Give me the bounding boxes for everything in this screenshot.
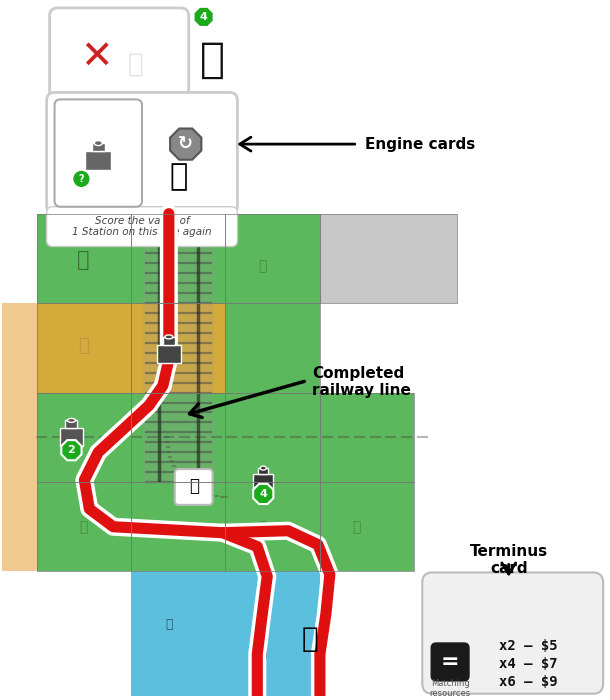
Bar xyxy=(37,214,131,303)
Bar xyxy=(37,393,131,482)
Text: Matching
resources: Matching resources xyxy=(429,679,471,699)
Bar xyxy=(131,303,226,393)
Bar xyxy=(131,393,226,482)
Bar xyxy=(163,337,175,345)
Bar xyxy=(320,214,457,303)
Text: 🌲: 🌲 xyxy=(353,519,361,533)
Bar xyxy=(65,421,77,428)
Bar xyxy=(226,482,320,571)
Bar xyxy=(131,303,226,393)
Bar xyxy=(226,482,320,571)
Ellipse shape xyxy=(95,141,102,146)
Text: Completed
railway line: Completed railway line xyxy=(312,365,411,398)
Bar xyxy=(131,482,226,571)
Polygon shape xyxy=(253,484,273,504)
Text: 💧: 💧 xyxy=(165,617,173,631)
Text: 💧: 💧 xyxy=(259,648,267,660)
Text: x6 — $9: x6 — $9 xyxy=(500,675,558,689)
Bar xyxy=(226,571,320,696)
FancyBboxPatch shape xyxy=(46,206,237,246)
FancyBboxPatch shape xyxy=(431,643,469,681)
FancyBboxPatch shape xyxy=(49,8,188,112)
Text: Terminus
card: Terminus card xyxy=(470,544,548,576)
Text: =: = xyxy=(441,652,459,672)
Bar xyxy=(258,468,268,474)
Bar xyxy=(320,393,414,482)
Bar xyxy=(131,214,226,303)
Bar xyxy=(2,393,37,482)
Bar xyxy=(143,393,214,482)
FancyBboxPatch shape xyxy=(54,99,142,206)
Bar xyxy=(85,151,111,170)
Text: 🐾: 🐾 xyxy=(78,337,88,355)
FancyBboxPatch shape xyxy=(46,92,237,214)
Bar xyxy=(37,303,131,393)
Text: 🌲: 🌲 xyxy=(258,259,267,273)
Text: x2 — $5: x2 — $5 xyxy=(500,639,558,653)
Text: 🌲: 🌲 xyxy=(79,519,88,533)
Text: 🚂: 🚂 xyxy=(200,38,225,80)
Bar xyxy=(37,393,131,482)
Bar xyxy=(131,571,226,696)
Text: 🌲: 🌲 xyxy=(258,519,267,533)
Bar xyxy=(226,214,320,303)
Bar xyxy=(60,428,84,446)
Text: 🚂: 🚂 xyxy=(170,162,188,191)
Text: ?: ? xyxy=(79,174,84,184)
Bar xyxy=(37,303,131,393)
Text: ↻: ↻ xyxy=(178,135,193,153)
Polygon shape xyxy=(62,440,82,461)
Bar xyxy=(320,214,457,303)
Bar xyxy=(226,303,320,393)
Polygon shape xyxy=(193,7,214,27)
Bar xyxy=(226,393,320,482)
Text: Score the value of
1 Station on this line again: Score the value of 1 Station on this lin… xyxy=(72,216,212,237)
Ellipse shape xyxy=(165,335,173,339)
Text: 4: 4 xyxy=(199,12,207,22)
Bar xyxy=(143,214,214,303)
Bar xyxy=(131,214,226,303)
Text: 💧: 💧 xyxy=(259,598,267,611)
Circle shape xyxy=(73,170,90,188)
Bar xyxy=(253,474,273,489)
Bar xyxy=(37,482,226,571)
Bar xyxy=(320,482,414,571)
FancyArrowPatch shape xyxy=(190,382,304,417)
Text: 🌲: 🌲 xyxy=(77,251,90,270)
Text: x4 — $7: x4 — $7 xyxy=(500,657,558,671)
Bar xyxy=(320,393,414,482)
Bar xyxy=(143,303,214,393)
Bar xyxy=(226,214,320,303)
Text: ✕: ✕ xyxy=(80,38,113,76)
Bar xyxy=(131,393,226,482)
Text: 🌳: 🌳 xyxy=(188,477,199,495)
Bar xyxy=(37,214,131,303)
Text: 🚂: 🚂 xyxy=(128,52,144,78)
Bar xyxy=(2,303,37,393)
FancyArrowPatch shape xyxy=(240,137,355,151)
FancyArrowPatch shape xyxy=(502,563,515,574)
Bar xyxy=(2,482,37,571)
Bar xyxy=(157,345,181,363)
Text: Engine cards: Engine cards xyxy=(365,136,475,152)
Text: 🚃: 🚃 xyxy=(302,625,318,653)
Ellipse shape xyxy=(68,419,76,422)
FancyBboxPatch shape xyxy=(175,469,212,505)
Bar xyxy=(226,393,320,482)
Bar xyxy=(92,143,106,151)
Polygon shape xyxy=(170,129,201,160)
Text: 4: 4 xyxy=(259,489,267,499)
Bar xyxy=(37,482,131,571)
FancyBboxPatch shape xyxy=(422,573,603,694)
Text: 2: 2 xyxy=(68,445,75,455)
Bar xyxy=(320,482,414,571)
Ellipse shape xyxy=(260,466,266,470)
Bar xyxy=(226,303,320,393)
